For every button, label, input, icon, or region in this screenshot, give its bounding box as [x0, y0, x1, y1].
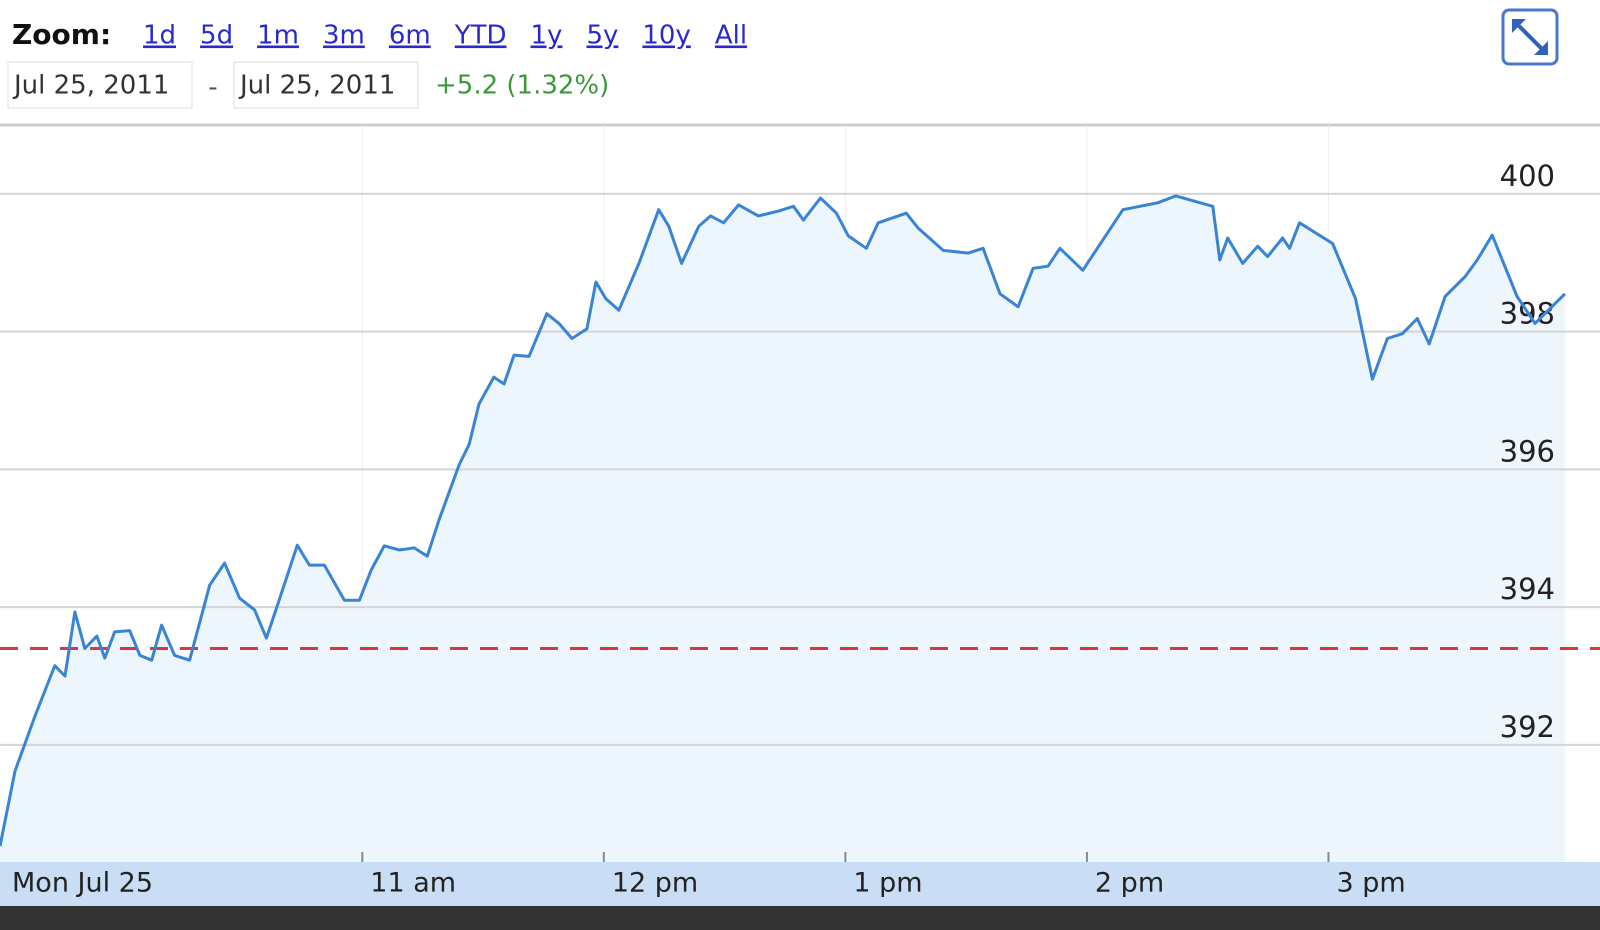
zoom-link[interactable]: 1y [531, 21, 563, 51]
series-line [0, 194, 1566, 847]
y-tick-label: 400 [1500, 159, 1555, 193]
zoom-link[interactable]: All [715, 21, 747, 51]
x-axis-bar [0, 862, 1600, 908]
zoom-label: Zoom: [12, 18, 111, 51]
zoom-link[interactable]: 1d [143, 21, 176, 51]
x-tick-label: 12 pm [612, 868, 698, 899]
expand-arrow[interactable] [1512, 19, 1548, 55]
x-tick-label: 1 pm [853, 868, 922, 899]
zoom-link[interactable]: 3m [323, 21, 365, 51]
expand-button[interactable] [1501, 8, 1559, 66]
series-area [0, 195, 1565, 862]
change: +5.2 (1.32%) [435, 71, 609, 101]
x-tick-label: 11 am [370, 868, 456, 899]
zoom-link[interactable]: 5y [586, 21, 618, 51]
y-tick-label: 392 [1500, 710, 1555, 744]
y-tick-label: 396 [1500, 434, 1555, 468]
y-tick-label: 394 [1500, 572, 1555, 606]
zoom-link[interactable]: YTD [454, 21, 507, 51]
zoom-link[interactable]: 6m [389, 21, 431, 51]
start-date-box[interactable] [7, 61, 193, 109]
end-date[interactable]: Jul 25, 2011 [238, 71, 395, 101]
zoom-link[interactable]: 1m [257, 21, 299, 51]
date-separator: - [208, 73, 217, 103]
x-tick-label: 3 pm [1336, 868, 1405, 899]
zoom-link[interactable]: 5d [200, 21, 233, 51]
x-axis: Mon Jul 25 11 am 12 pm 1 pm 2 pm 3 pm [12, 852, 1406, 899]
end-date-box[interactable] [233, 61, 419, 109]
start-date[interactable]: Jul 25, 2011 [12, 71, 169, 101]
bottom-edge [0, 906, 1600, 930]
zoom-link[interactable]: 10y [642, 21, 690, 51]
x-tick-label: Mon Jul 25 [12, 868, 153, 899]
expand-arrowheads[interactable] [1512, 19, 1548, 55]
x-tick-label: 2 pm [1095, 868, 1164, 899]
